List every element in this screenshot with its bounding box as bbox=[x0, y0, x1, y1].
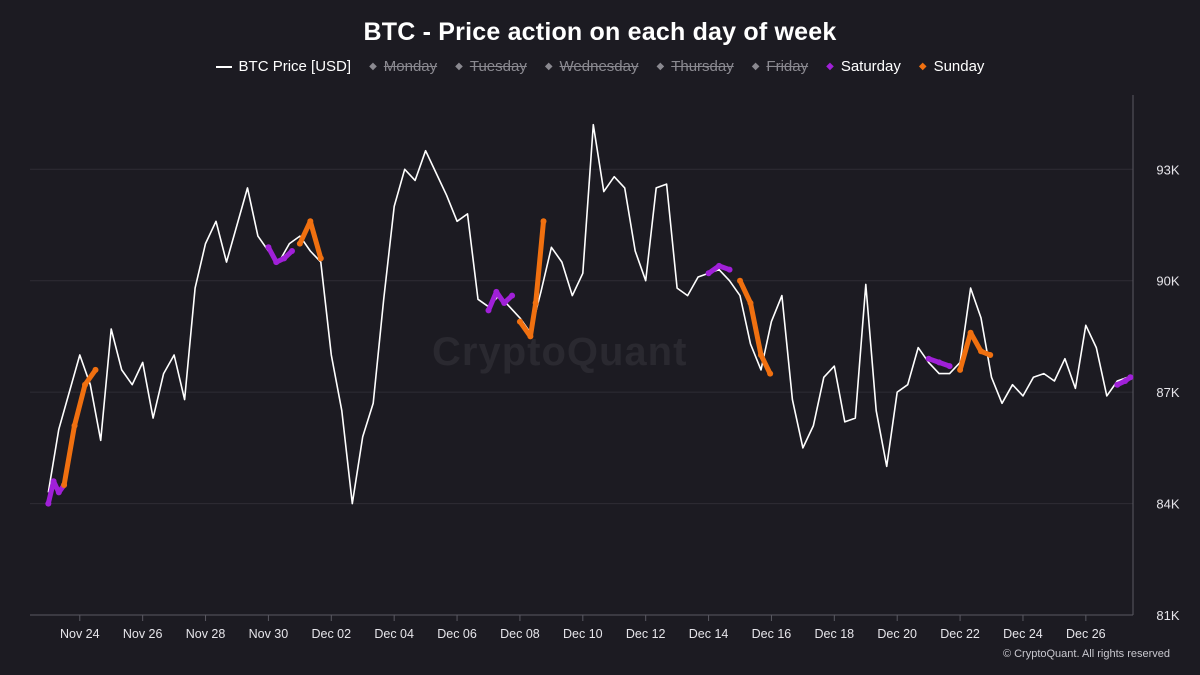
series-saturday-point bbox=[705, 270, 712, 277]
x-tick-label: Dec 20 bbox=[877, 627, 917, 641]
x-tick-label: Dec 22 bbox=[940, 627, 980, 641]
series-sunday-point bbox=[307, 218, 314, 225]
x-tick-label: Dec 02 bbox=[311, 627, 351, 641]
x-tick-label: Dec 06 bbox=[437, 627, 477, 641]
series-sunday-point bbox=[527, 333, 534, 340]
series-saturday-point bbox=[493, 288, 500, 295]
series-sunday-segment bbox=[297, 218, 324, 261]
legend-item-wednesday[interactable]: ◆ Wednesday bbox=[545, 58, 639, 75]
x-tick-label: Dec 26 bbox=[1066, 627, 1106, 641]
legend-label: Thursday bbox=[671, 58, 734, 75]
copyright-notice: © CryptoQuant. All rights reserved bbox=[1002, 648, 1170, 660]
series-saturday-point bbox=[946, 363, 953, 370]
series-sunday-segment bbox=[517, 218, 546, 339]
watermark-logo: CryptoQuant bbox=[432, 330, 688, 374]
series-saturday-point bbox=[716, 262, 723, 269]
x-tick-label: Dec 18 bbox=[815, 627, 855, 641]
series-saturday-point bbox=[265, 244, 272, 251]
legend-diamond-icon: ◆ bbox=[918, 60, 927, 72]
legend-item-btc-price-usd[interactable]: BTC Price [USD] bbox=[215, 58, 352, 75]
legend-diamond-icon: ◆ bbox=[751, 60, 760, 72]
chart-title: BTC - Price action on each day of week bbox=[363, 18, 837, 46]
series-sunday-point bbox=[317, 255, 324, 262]
legend-item-saturday[interactable]: ◆ Saturday bbox=[826, 58, 901, 75]
series-saturday-point bbox=[1114, 381, 1121, 388]
series-sunday-point bbox=[987, 352, 994, 358]
series-sunday-point bbox=[82, 381, 89, 388]
legend-label: Tuesday bbox=[469, 58, 527, 75]
x-tick-label: Dec 12 bbox=[626, 627, 666, 641]
legend-label: Wednesday bbox=[559, 58, 639, 75]
series-saturday-point bbox=[1122, 378, 1129, 384]
x-tick-label: Nov 26 bbox=[123, 627, 163, 641]
series-saturday-point bbox=[273, 259, 280, 266]
series-sunday-segment bbox=[957, 330, 993, 373]
legend-item-friday[interactable]: ◆ Friday bbox=[752, 58, 808, 75]
series-sunday-point bbox=[532, 300, 539, 306]
series-saturday-point bbox=[485, 307, 492, 314]
legend-label: BTC Price [USD] bbox=[238, 58, 352, 75]
y-tick-label: 90K bbox=[1156, 274, 1179, 289]
x-tick-label: Dec 16 bbox=[752, 627, 792, 641]
series-saturday-point bbox=[509, 292, 516, 299]
series-saturday-point bbox=[936, 359, 943, 366]
series-sunday-point bbox=[757, 352, 764, 358]
series-sunday-segment bbox=[61, 367, 98, 488]
legend-line-icon bbox=[215, 65, 232, 68]
legend-label: Friday bbox=[766, 58, 809, 75]
legend-diamond-icon: ◆ bbox=[656, 60, 665, 72]
y-tick-label: 84K bbox=[1156, 497, 1179, 512]
y-tick-label: 81K bbox=[1156, 608, 1179, 623]
series-sunday-point bbox=[978, 348, 985, 355]
series-sunday-segment bbox=[737, 278, 773, 377]
series-sunday-point bbox=[957, 366, 964, 373]
series-saturday-segment bbox=[265, 244, 295, 265]
series-sunday-point bbox=[71, 422, 78, 429]
series-sunday-point bbox=[92, 366, 99, 373]
series-saturday-point bbox=[925, 355, 932, 362]
series-sunday-point bbox=[540, 218, 547, 225]
series-saturday-point bbox=[281, 255, 288, 262]
series-btc-price-line bbox=[47, 123, 1129, 505]
legend-diamond-icon: ◆ bbox=[369, 60, 377, 72]
series-sunday-point bbox=[737, 277, 744, 284]
y-tick-label: 93K bbox=[1156, 162, 1179, 177]
legend-item-sunday[interactable]: ◆ Sunday bbox=[919, 58, 985, 75]
x-tick-label: Nov 28 bbox=[186, 627, 226, 641]
x-tick-label: Dec 04 bbox=[374, 627, 414, 641]
series-saturday-point bbox=[288, 248, 295, 254]
series-sunday-point bbox=[296, 240, 303, 247]
y-tick-label: 87K bbox=[1156, 385, 1179, 400]
series-sunday-point bbox=[747, 300, 754, 306]
x-tick-label: Dec 08 bbox=[500, 627, 540, 641]
x-tick-label: Nov 30 bbox=[249, 627, 289, 641]
series-saturday-point bbox=[50, 478, 57, 485]
series-sunday-point bbox=[967, 329, 974, 336]
legend-label: Monday bbox=[383, 58, 438, 75]
series-saturday-segment bbox=[486, 289, 515, 313]
legend-diamond-icon: ◆ bbox=[455, 60, 463, 72]
series-saturday-point bbox=[55, 489, 62, 496]
x-tick-label: Dec 10 bbox=[563, 627, 603, 641]
series-sunday-point bbox=[61, 482, 68, 488]
legend-item-monday[interactable]: ◆ Monday bbox=[369, 58, 437, 75]
series-sunday-point bbox=[516, 318, 523, 325]
x-tick-label: Dec 14 bbox=[689, 627, 729, 641]
legend-diamond-icon: ◆ bbox=[544, 60, 553, 72]
legend-label: Saturday bbox=[840, 58, 901, 75]
legend-item-tuesday[interactable]: ◆ Tuesday bbox=[455, 58, 527, 75]
legend-item-thursday[interactable]: ◆ Thursday bbox=[656, 58, 733, 75]
x-tick-label: Dec 24 bbox=[1003, 627, 1043, 641]
legend: BTC Price [USD] ◆ Monday ◆ Tuesday ◆ Wednesday… bbox=[0, 58, 1200, 75]
series-saturday-point bbox=[1127, 374, 1134, 381]
series-saturday-segment bbox=[45, 478, 67, 507]
legend-label: Sunday bbox=[933, 58, 985, 75]
series-saturday-point bbox=[726, 266, 733, 273]
x-tick-label: Nov 24 bbox=[60, 627, 100, 641]
series-saturday-point bbox=[45, 500, 52, 507]
series-sunday-point bbox=[767, 370, 774, 377]
series-saturday-point bbox=[501, 300, 508, 306]
legend-diamond-icon: ◆ bbox=[826, 60, 834, 72]
